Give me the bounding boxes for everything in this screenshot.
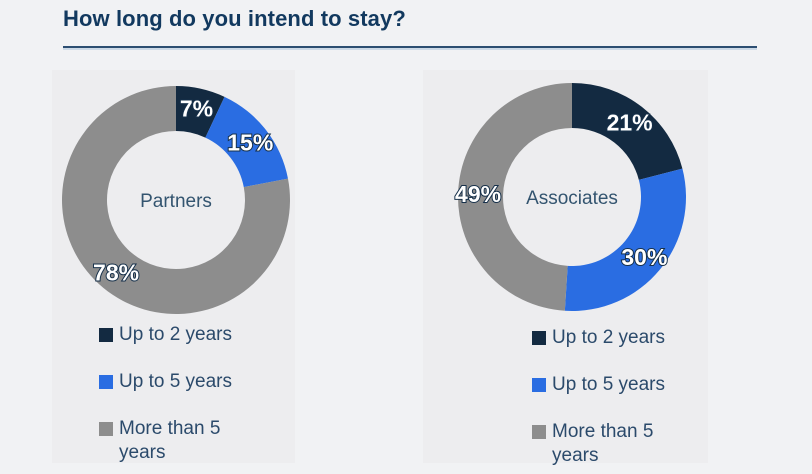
- legend-label: More than 5 years: [119, 418, 221, 463]
- legend-item-up-to-5-years: Up to 5 years: [532, 373, 682, 397]
- blue-square-swatch-icon: [532, 378, 546, 392]
- partners-legend: Up to 2 years Up to 5 years More than 5 …: [99, 323, 249, 465]
- segment-percent-label: 78%: [93, 259, 139, 285]
- donut-segment-up-to-5-years: [564, 168, 686, 311]
- associates-donut-chart: 21% 30% 49% Associates: [454, 83, 686, 311]
- donut-segment-up-to-5-years: [205, 96, 288, 188]
- blue-square-swatch-icon: [99, 375, 113, 389]
- segment-percent-label: 15%: [227, 129, 273, 155]
- donut-segment-up-to-2-years: [572, 83, 683, 180]
- associates-legend: Up to 2 years Up to 5 years More than 5 …: [532, 326, 682, 468]
- donut-segment-more-than-5-years: [61, 86, 290, 314]
- navy-square-swatch-icon: [532, 331, 546, 345]
- legend-label: Up to 5 years: [119, 371, 232, 392]
- navy-square-swatch-icon: [99, 328, 113, 342]
- segment-percent-label: 49%: [455, 181, 501, 207]
- legend-item-more-than-5-years: More than 5 years: [532, 420, 682, 468]
- donut-center-label: Associates: [526, 188, 618, 209]
- legend-item-more-than-5-years: More than 5 years: [99, 417, 249, 465]
- legend-item-up-to-5-years: Up to 5 years: [99, 370, 249, 394]
- legend-label: Up to 2 years: [119, 324, 232, 345]
- page-title: How long do you intend to stay?: [63, 6, 406, 31]
- legend-item-up-to-2-years: Up to 2 years: [532, 326, 682, 350]
- partners-donut-chart: 7% 15% 78% Partners: [61, 86, 290, 314]
- legend-label: Up to 2 years: [552, 327, 665, 348]
- segment-percent-label: 30%: [621, 244, 667, 270]
- donut-segment-up-to-2-years: [176, 86, 225, 138]
- gray-square-swatch-icon: [99, 422, 113, 436]
- legend-item-up-to-2-years: Up to 2 years: [99, 323, 249, 347]
- segment-percent-label: 21%: [607, 110, 653, 136]
- legend-label: More than 5 years: [552, 421, 654, 466]
- donut-center-label: Partners: [140, 191, 212, 212]
- legend-label: Up to 5 years: [552, 374, 665, 395]
- segment-percent-label: 7%: [180, 95, 213, 121]
- gray-square-swatch-icon: [532, 425, 546, 439]
- donut-segment-more-than-5-years: [458, 83, 572, 311]
- title-rule: [63, 46, 757, 48]
